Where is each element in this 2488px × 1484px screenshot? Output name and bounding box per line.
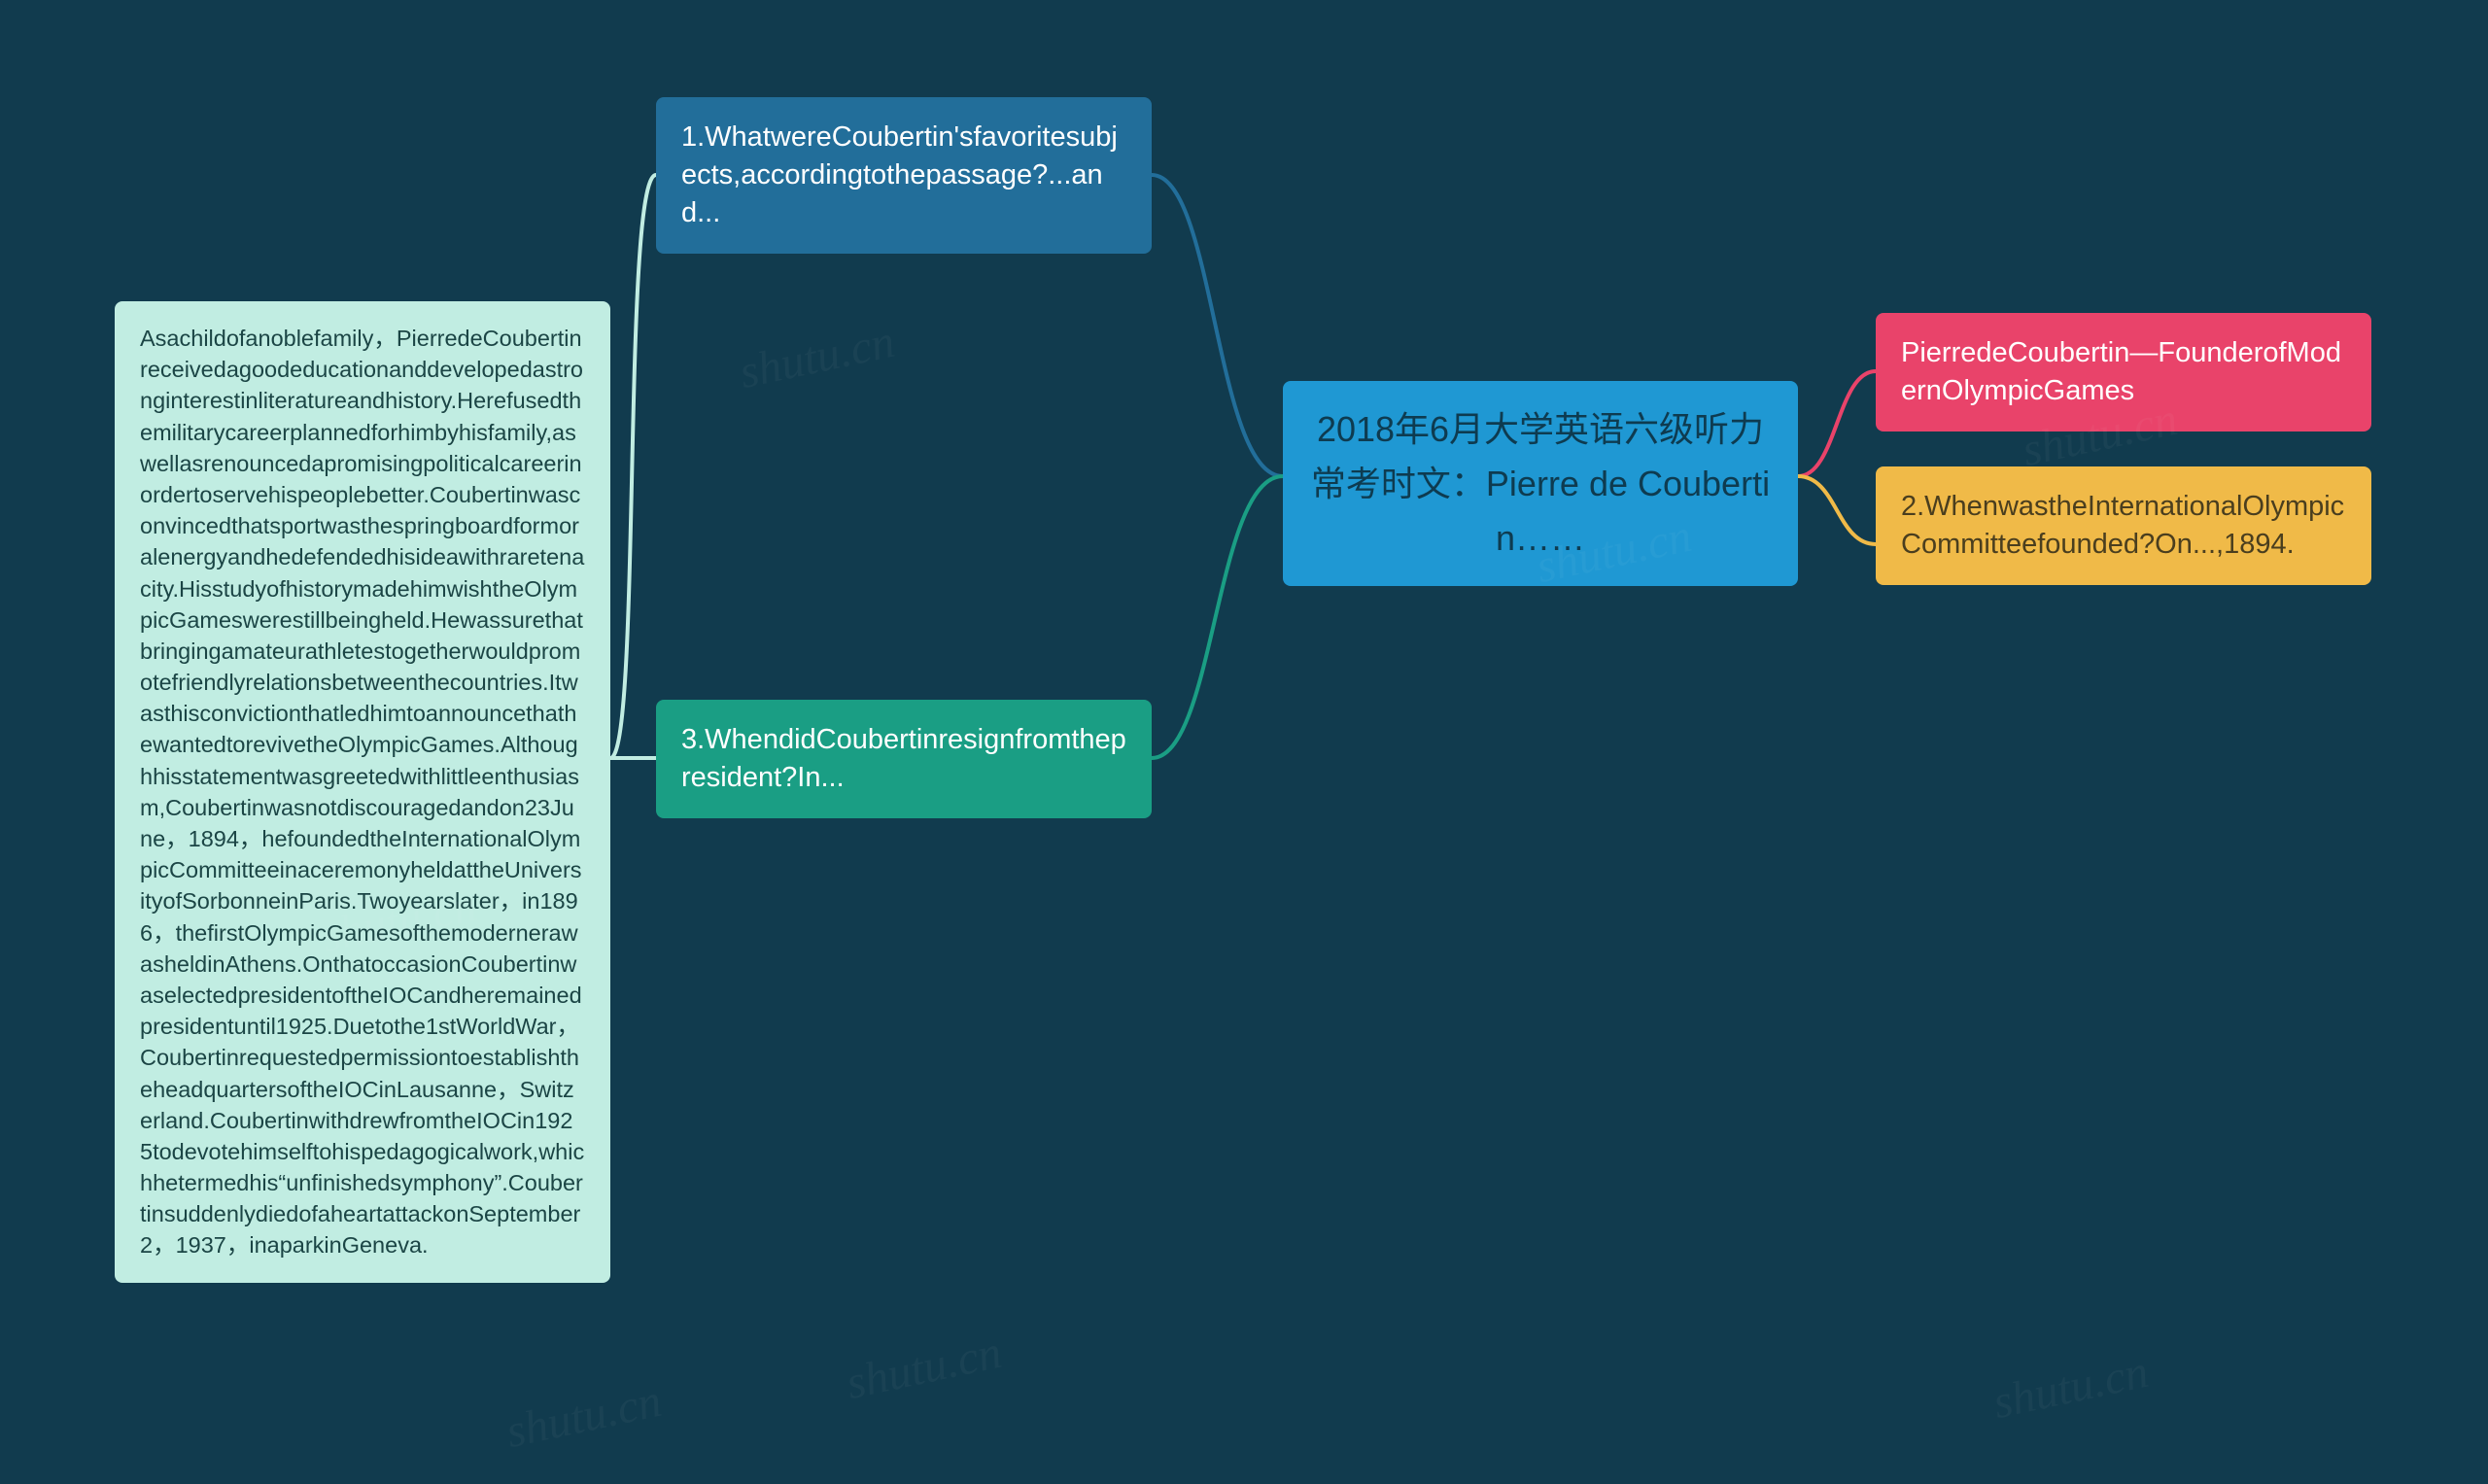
node-pink[interactable]: PierredeCoubertin—FounderofModernOlympic… — [1876, 313, 2371, 431]
watermark: shutu.cn — [1988, 1345, 2153, 1430]
node-green[interactable]: 3.WhendidCoubertinresignfromthepresident… — [656, 700, 1152, 818]
edge-center-pink — [1798, 371, 1876, 476]
edge-center-blue — [1152, 175, 1283, 476]
watermark: shutu.cn — [842, 1326, 1006, 1410]
node-blue[interactable]: 1.WhatwereCoubertin'sfavoritesubjects,ac… — [656, 97, 1152, 254]
node-lightgreen[interactable]: Asachildofanoblefamily，PierredeCoubertin… — [115, 301, 610, 1283]
watermark: shutu.cn — [501, 1374, 666, 1459]
watermark: shutu.cn — [735, 315, 899, 399]
edge-center-green — [1152, 476, 1283, 758]
edge-center-orange — [1798, 476, 1876, 544]
node-orange[interactable]: 2.WhenwastheInternationalOlympicCommitte… — [1876, 466, 2371, 585]
edge-blue-lightgreen — [610, 175, 656, 758]
center-node[interactable]: 2018年6月大学英语六级听力常考时文：Pierre de Coubertin…… — [1283, 381, 1798, 586]
